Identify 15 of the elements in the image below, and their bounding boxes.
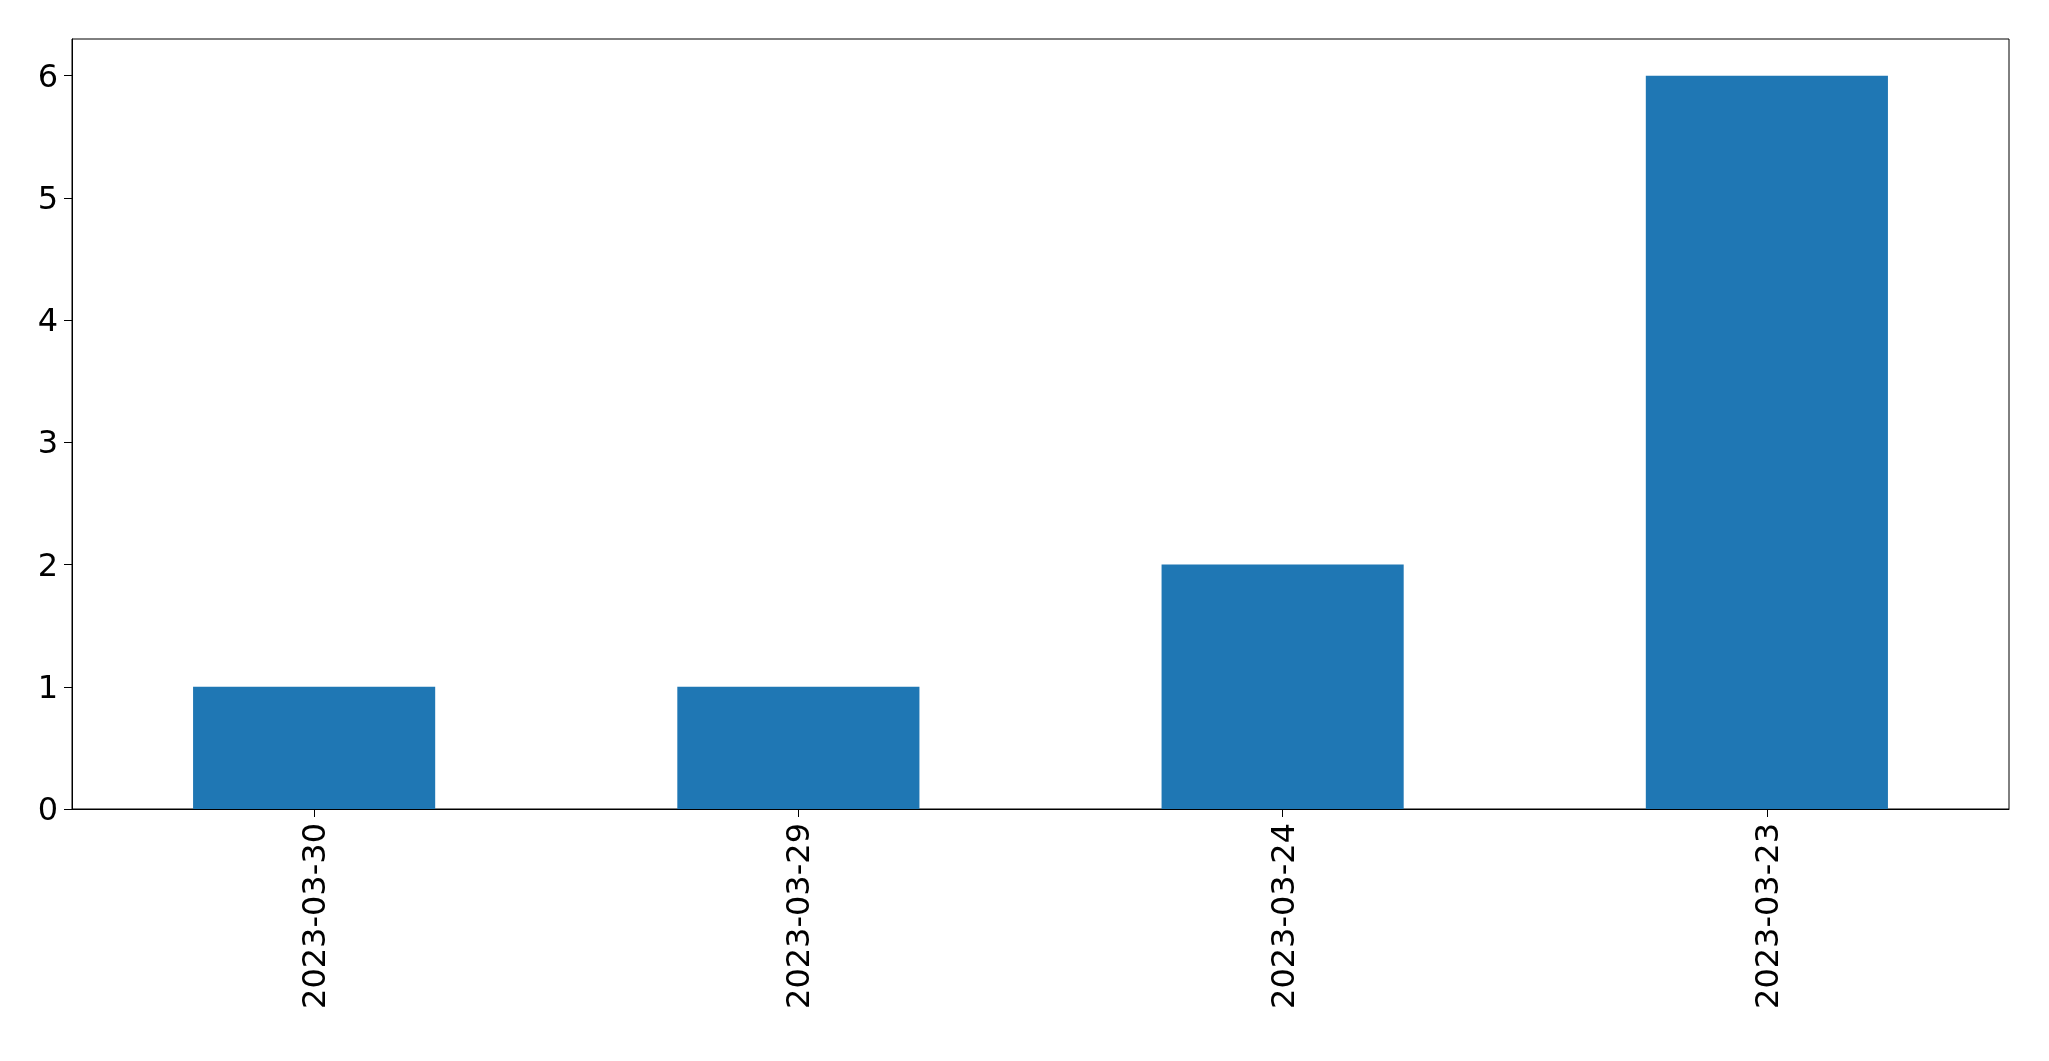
x-tick-label: 2023-03-30	[295, 823, 334, 1009]
y-tick-label: 0	[37, 790, 58, 828]
y-tick-label: 1	[37, 667, 58, 706]
y-tick-label: 2	[37, 545, 58, 584]
y-tick-label: 5	[37, 178, 58, 217]
bar	[1645, 75, 1888, 809]
x-tick-label: 2023-03-29	[779, 823, 818, 1009]
bar	[193, 686, 436, 809]
x-tick-label: 2023-03-23	[1747, 823, 1786, 1009]
y-tick-label: 3	[37, 423, 58, 462]
bar	[1161, 564, 1404, 809]
x-tick-label: 2023-03-24	[1263, 823, 1302, 1009]
y-tick-label: 6	[37, 56, 58, 95]
bar	[677, 686, 920, 809]
y-tick-label: 4	[37, 301, 58, 340]
